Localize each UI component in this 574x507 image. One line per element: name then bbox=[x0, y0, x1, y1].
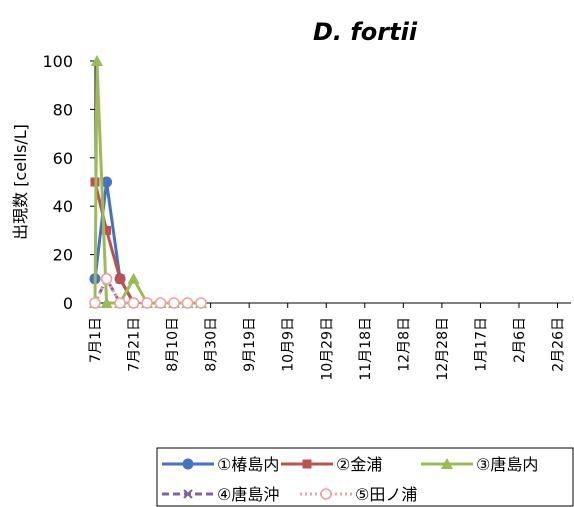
data-point bbox=[115, 274, 125, 284]
data-point bbox=[127, 272, 140, 284]
data-point bbox=[127, 297, 140, 309]
y-tick-label: 0 bbox=[63, 294, 73, 313]
x-tick-label: 2月6日 bbox=[512, 317, 528, 363]
legend-label: ③唐島内 bbox=[476, 455, 538, 474]
legend-label: ①椿島内 bbox=[217, 455, 279, 474]
x-tick-label: 11月18日 bbox=[358, 317, 374, 381]
legend-marker bbox=[320, 488, 332, 500]
data-point bbox=[102, 225, 112, 235]
y-axis-label: 出現数 [cells/L] bbox=[11, 124, 30, 240]
x-tick-label: 1月17日 bbox=[473, 317, 489, 372]
x-tick-label: 8月10日 bbox=[165, 317, 181, 372]
data-point bbox=[114, 297, 126, 309]
y-ticks: 0 20 40 60 80 100 bbox=[42, 52, 95, 313]
legend-marker bbox=[183, 489, 193, 499]
series-5 bbox=[89, 272, 207, 309]
y-tick-label: 40 bbox=[53, 197, 73, 216]
legend-label: ④唐島沖 bbox=[217, 485, 279, 504]
y-tick-label: 60 bbox=[53, 149, 73, 168]
series-group bbox=[89, 55, 207, 309]
x-tick-label: 2月26日 bbox=[551, 317, 567, 372]
x-tick-label: 8月30日 bbox=[204, 317, 220, 372]
legend-marker bbox=[182, 458, 194, 470]
data-point bbox=[100, 297, 113, 308]
data-point bbox=[154, 297, 167, 309]
y-tick-label: 80 bbox=[53, 100, 73, 119]
y-tick-label: 100 bbox=[42, 52, 73, 71]
chart-title: D. fortii bbox=[313, 18, 418, 46]
legend-entry-4: ④唐島沖 bbox=[162, 485, 279, 504]
data-point bbox=[89, 297, 101, 309]
data-point bbox=[90, 55, 103, 66]
legend-label: ②金浦 bbox=[336, 455, 382, 474]
legend: ①椿島内 ②金浦 ③唐島内 ④唐島沖 ⑤田ノ浦 bbox=[156, 447, 574, 507]
legend-entry-2: ②金浦 bbox=[281, 455, 382, 474]
legend-entry-1: ①椿島内 bbox=[162, 455, 279, 474]
data-point bbox=[195, 297, 207, 309]
legend-entry-3: ③唐島内 bbox=[421, 455, 538, 474]
data-point bbox=[181, 297, 194, 309]
data-point bbox=[168, 297, 180, 309]
legend-marker bbox=[302, 459, 312, 469]
x-tick-label: 7月1日 bbox=[88, 317, 104, 363]
x-tick-label: 10月29日 bbox=[319, 317, 335, 381]
x-tick-label: 12月28日 bbox=[435, 317, 451, 381]
x-tick-label: 9月19日 bbox=[242, 317, 258, 372]
x-tick-label: 12月8日 bbox=[396, 317, 412, 372]
axes bbox=[94, 61, 571, 304]
data-point bbox=[101, 176, 113, 188]
y-tick-label: 20 bbox=[53, 246, 73, 265]
legend-entry-5: ⑤田ノ浦 bbox=[300, 485, 417, 504]
legend-box bbox=[156, 447, 574, 507]
x-tick-label: 10月9日 bbox=[281, 317, 297, 372]
legend-marker bbox=[441, 458, 453, 469]
data-point bbox=[141, 297, 153, 309]
data-point bbox=[100, 272, 113, 285]
x-tick-label: 7月21日 bbox=[127, 317, 143, 372]
legend-label: ⑤田ノ浦 bbox=[355, 485, 417, 504]
x-ticks: 7月1日 7月21日 8月10日 8月30日 9月19日 10月9日 10月29日 11月18… bbox=[88, 303, 567, 381]
